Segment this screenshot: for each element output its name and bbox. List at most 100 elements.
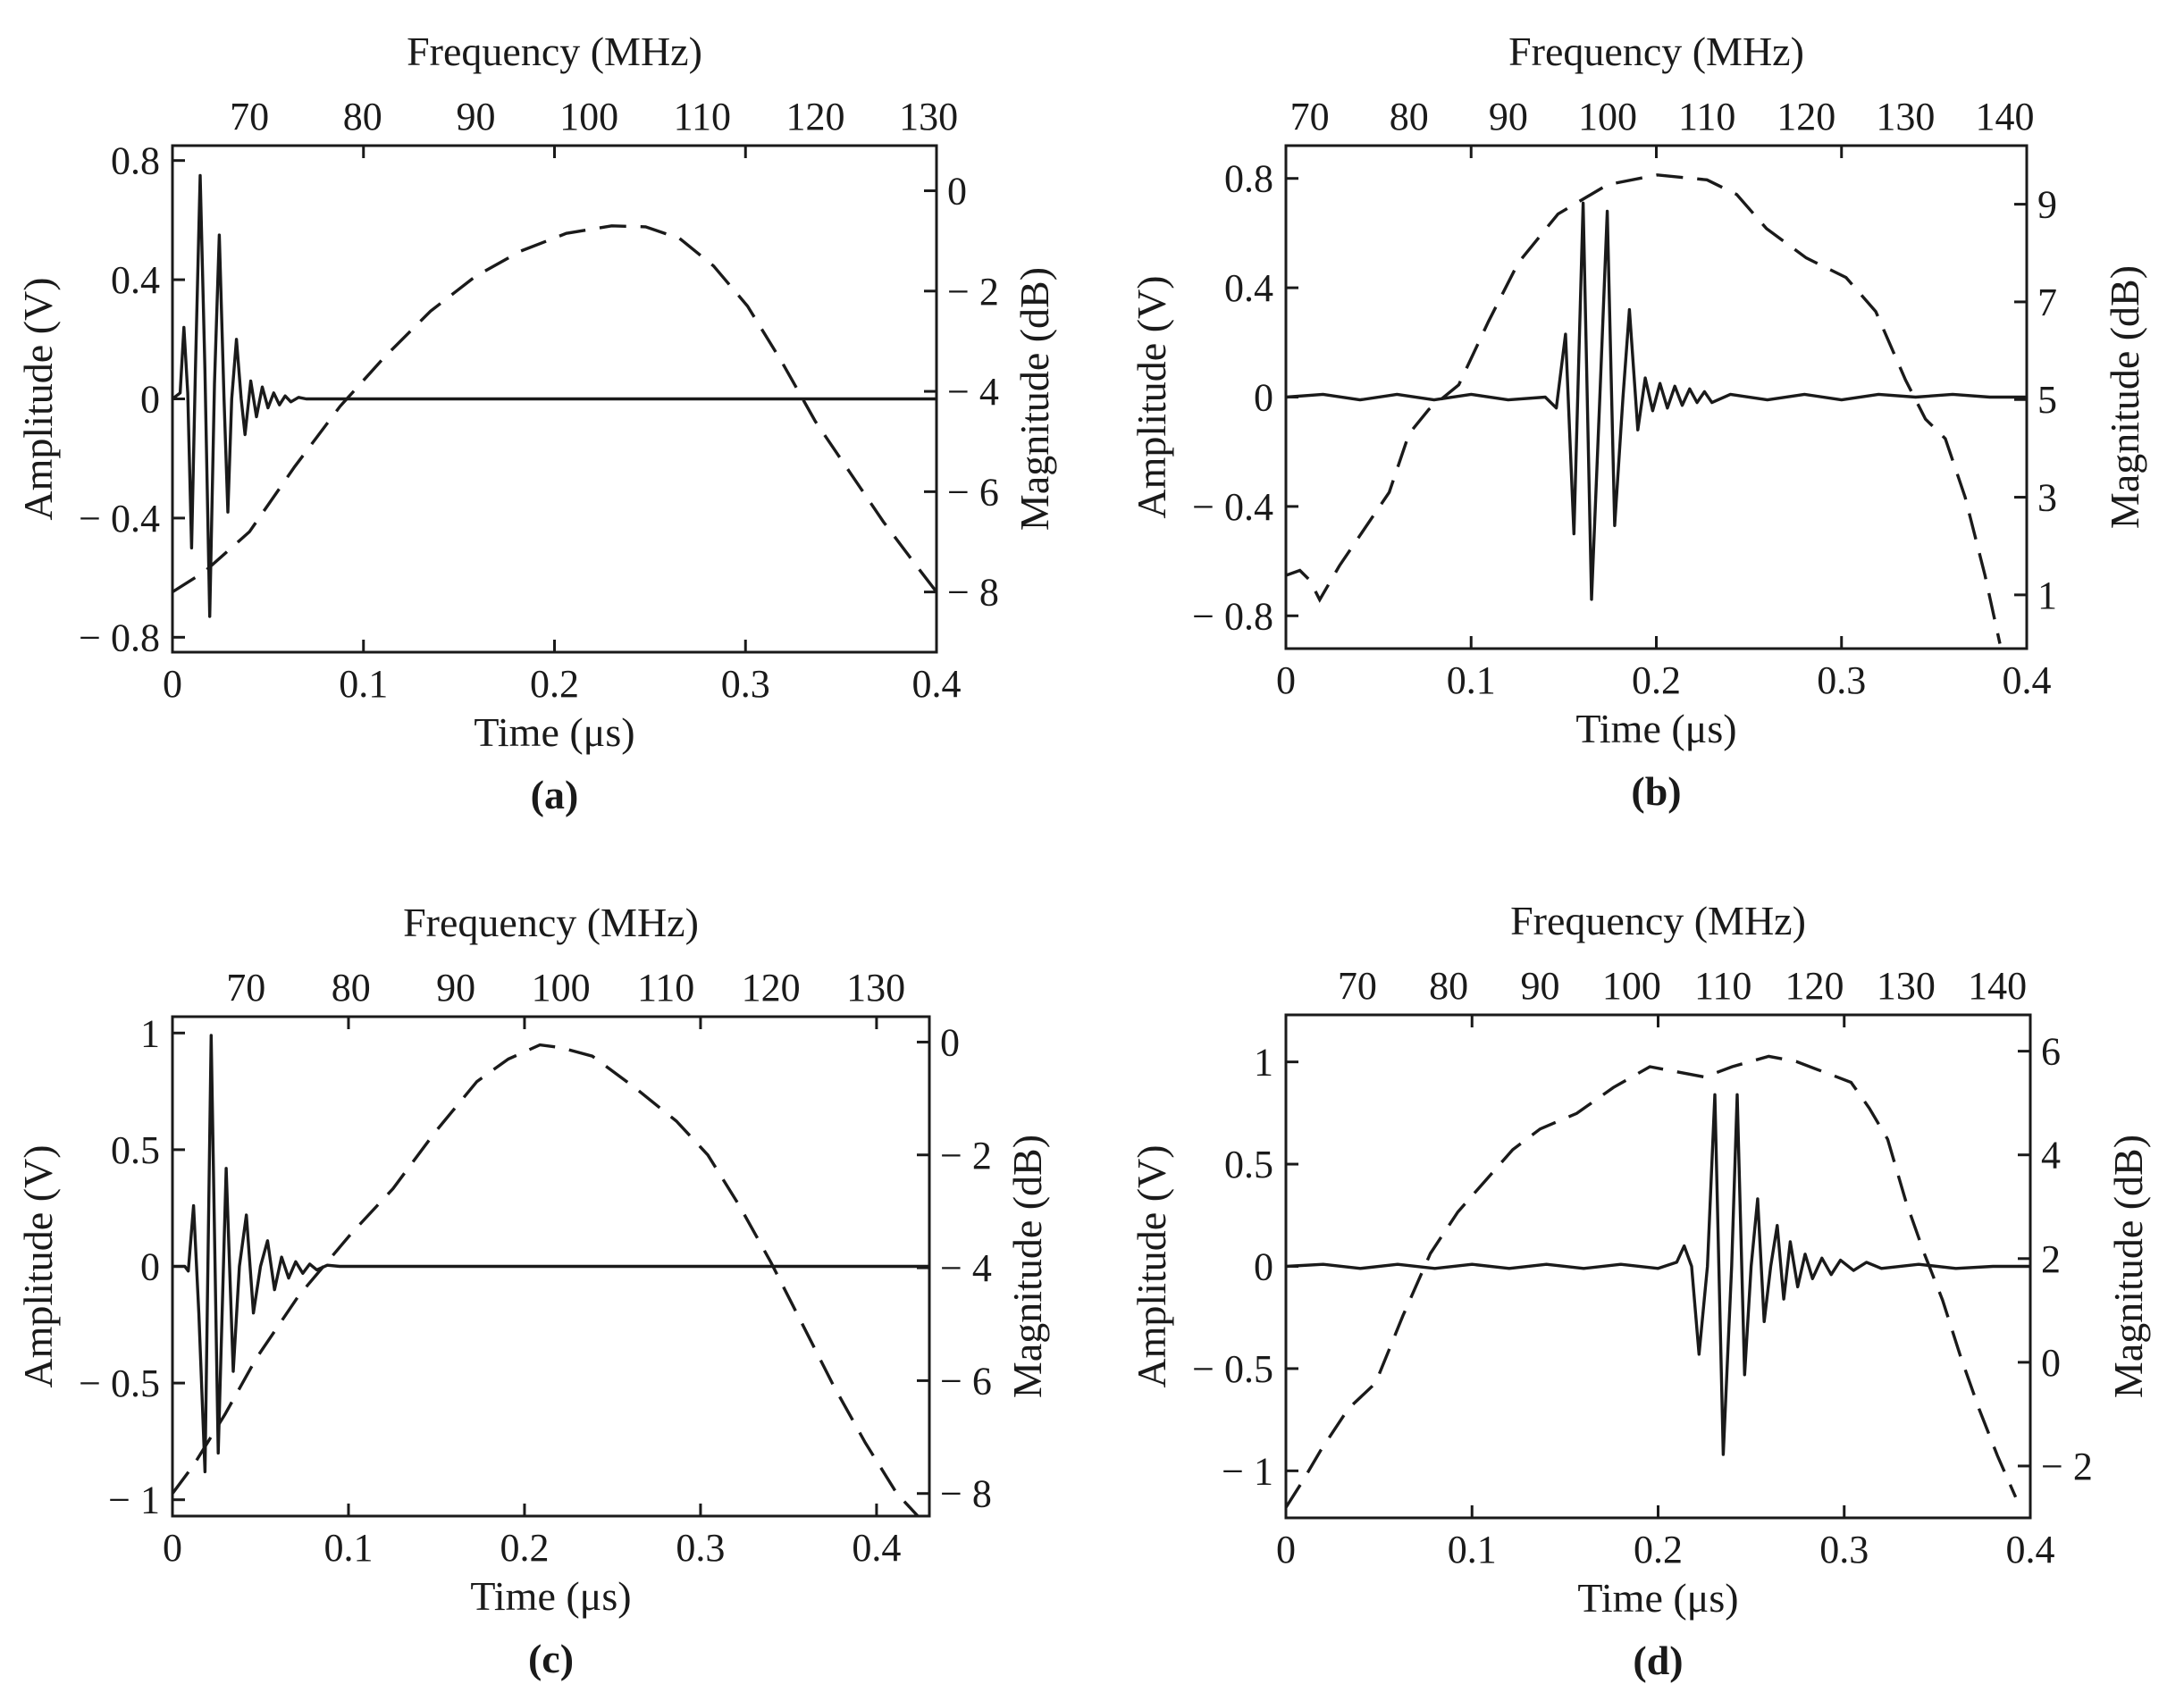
pulse-curve: [172, 1034, 929, 1474]
x2-tick-label: 90: [436, 966, 475, 1010]
series-group: [172, 1034, 929, 1516]
y-tick-label: 1: [140, 1011, 160, 1055]
y2-tick-label: 9: [2037, 183, 2057, 227]
spectrum-curve: [1286, 1054, 2018, 1509]
y2-tick-label: 5: [2037, 378, 2057, 422]
chart-panel-c: 0 0.1 0.2 0.3 0.470 80 90 100 110 120 130− 1− 0.50…: [15, 900, 1050, 1681]
x2-axis-label: Frequency (MHz): [403, 900, 699, 945]
y-tick-label: 0.4: [111, 258, 160, 302]
x2-axis-label: Frequency (MHz): [1508, 29, 1804, 74]
x-tick-label: 0.1: [1447, 658, 1496, 702]
x2-tick-label: 110: [674, 95, 731, 138]
spectrum-curve: [172, 1043, 920, 1516]
y-tick-label: 0: [1254, 1245, 1273, 1289]
y2-tick-label: 7: [2037, 281, 2057, 324]
x2-tick-label: 70: [226, 966, 265, 1010]
x2-tick-label: 70: [1290, 95, 1330, 138]
x2-tick-label: 120: [1785, 964, 1844, 1008]
panel-label: (c): [528, 1636, 574, 1681]
x2-axis-label: Frequency (MHz): [407, 29, 702, 74]
spectrum-curve: [172, 224, 937, 594]
pulse-curve: [1286, 1093, 2030, 1456]
pulse-curve: [172, 173, 937, 618]
x2-tick-label: 70: [230, 95, 269, 138]
chart-panel-d: 0 0.1 0.2 0.3 0.470 80 90 100 110 120 130 140− 1− 0…: [1129, 898, 2151, 1683]
y2-tick-label: 2: [2041, 1237, 2061, 1281]
series-group: [1286, 173, 2027, 644]
series-group: [1286, 1054, 2030, 1509]
x2-tick-label: 130: [899, 95, 958, 138]
plot-frame: [1284, 1013, 2032, 1520]
x2-tick-label: 90: [1489, 95, 1528, 138]
x2-tick-label: 110: [637, 966, 694, 1010]
x-tick-label: 0: [163, 1526, 182, 1570]
series-group: [172, 173, 937, 618]
y-tick-label: 0: [140, 378, 160, 422]
x-tick-label: 0.3: [1817, 658, 1866, 702]
y2-tick-label: − 2: [947, 270, 999, 314]
y2-tick-label: 1: [2037, 574, 2057, 617]
pulse-curve: [1286, 201, 2027, 601]
y-tick-label: 0.5: [1224, 1143, 1273, 1186]
x-tick-label: 0.4: [912, 662, 962, 706]
x2-tick-label: 130: [1877, 964, 1936, 1008]
y2-tick-label: 0: [2041, 1341, 2061, 1385]
x2-tick-label: 130: [846, 966, 905, 1010]
x2-tick-label: 120: [742, 966, 801, 1010]
x-axis-label: Time (μs): [474, 709, 634, 755]
x-tick-label: 0.2: [1632, 658, 1681, 702]
y-tick-label: 0.4: [1224, 266, 1273, 310]
x2-tick-label: 90: [1520, 964, 1559, 1008]
y2-tick-label: 6: [2041, 1030, 2061, 1074]
y2-tick-label: 0: [947, 170, 967, 214]
x2-tick-label: 100: [532, 966, 591, 1010]
x2-tick-label: 80: [1390, 95, 1429, 138]
x2-tick-label: 120: [785, 95, 844, 138]
chart-panel-b: 0 0.1 0.2 0.3 0.470 80 90 100 110 120 130 140− 0.8−…: [1129, 29, 2147, 814]
x2-tick-label: 100: [1602, 964, 1661, 1008]
y-tick-label: − 0.4: [1192, 485, 1273, 529]
x-tick-label: 0.4: [852, 1526, 901, 1570]
y-tick-label: 0: [1254, 376, 1273, 420]
y-tick-label: − 1: [108, 1479, 160, 1522]
x-tick-label: 0: [1276, 1528, 1296, 1571]
y2-tick-label: − 2: [2041, 1445, 2093, 1488]
y2-tick-label: 0: [940, 1020, 960, 1064]
x2-tick-label: 100: [1578, 95, 1637, 138]
x-tick-label: 0.4: [2006, 1528, 2055, 1571]
y-tick-label: − 0.4: [79, 497, 160, 540]
y2-axis-label: Magnitude (dB): [2102, 265, 2147, 529]
y-tick-label: 0.8: [1224, 157, 1273, 201]
y-tick-label: − 0.5: [1192, 1347, 1273, 1391]
spectrum-curve: [1286, 173, 2002, 644]
x-tick-label: 0: [163, 662, 182, 706]
x2-tick-label: 90: [456, 95, 495, 138]
y2-tick-label: 3: [2037, 476, 2057, 520]
x2-tick-label: 70: [1338, 964, 1377, 1008]
panel-label: (d): [1633, 1638, 1683, 1683]
x2-tick-label: 80: [1429, 964, 1468, 1008]
x-tick-label: 0.4: [2003, 658, 2052, 702]
y2-tick-label: − 6: [940, 1359, 992, 1403]
x-tick-label: 0.1: [1448, 1528, 1497, 1571]
x-tick-label: 0.2: [500, 1526, 549, 1570]
y-tick-label: 0: [140, 1245, 160, 1289]
y2-tick-label: − 8: [940, 1472, 992, 1516]
panel-label: (a): [531, 772, 579, 817]
y-tick-label: 1: [1254, 1041, 1273, 1085]
y-axis-label: Amplitude (V): [1129, 1144, 1174, 1387]
x2-tick-label: 110: [1694, 964, 1751, 1008]
y2-tick-label: − 2: [940, 1134, 992, 1177]
x2-tick-label: 100: [559, 95, 618, 138]
x-tick-label: 0.2: [530, 662, 579, 706]
chart-panel-a: 0 0.1 0.2 0.3 0.4 70 80 90 100 110 120 130 − 0.8 − 0.…: [15, 29, 1057, 817]
y-tick-label: 0.5: [111, 1128, 160, 1172]
y-axis-label: Amplitude (V): [1129, 275, 1174, 518]
x2-axis-label: Frequency (MHz): [1510, 898, 1806, 943]
x-tick-label: 0: [1276, 658, 1296, 702]
y-tick-label: − 1: [1222, 1449, 1273, 1493]
y-axis-label: Amplitude (V): [15, 277, 61, 520]
x2-tick-label: 110: [1678, 95, 1735, 138]
x-tick-label: 0.3: [676, 1526, 725, 1570]
